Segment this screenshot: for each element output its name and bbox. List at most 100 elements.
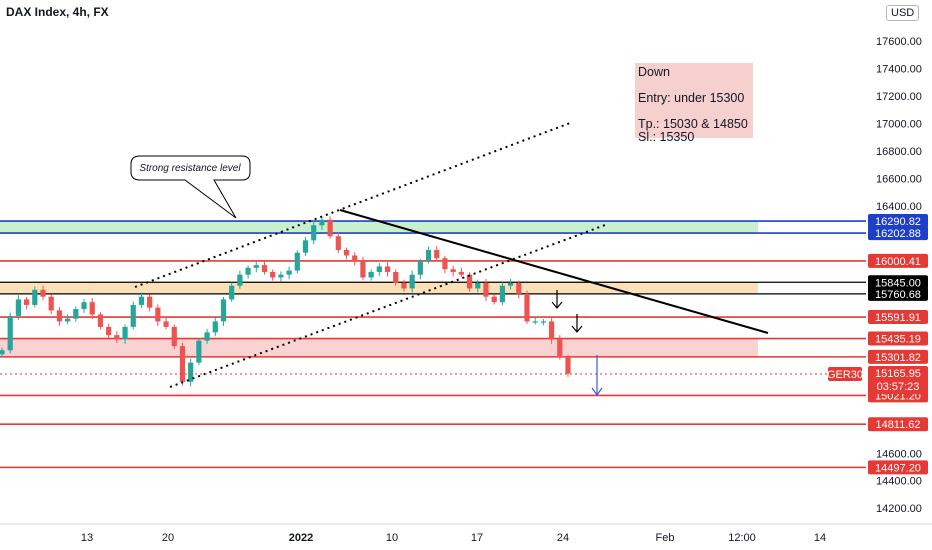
y-tick-label: 14200.00 [876, 503, 922, 515]
callout-text: Strong resistance level [139, 163, 241, 174]
candle [507, 278, 514, 290]
channel-upper-line [134, 122, 571, 288]
callout-bubble: Strong resistance level [130, 155, 251, 219]
channel-lower-line [169, 224, 606, 388]
x-tick-label: 14 [814, 532, 826, 544]
candle [220, 296, 227, 326]
candle [278, 271, 284, 282]
candle [122, 324, 128, 344]
level-label-1: 16202.88 [875, 228, 921, 240]
candle [319, 217, 325, 230]
symbol-tag: GER30 [827, 367, 863, 381]
candle [171, 324, 177, 350]
level-label-bg-0 [868, 214, 928, 229]
candlesticks [0, 216, 571, 387]
note-direction: Down [638, 65, 670, 79]
level-label-bg-3 [868, 275, 928, 290]
candle [352, 252, 358, 266]
candle [376, 263, 382, 276]
level-label-2: 16000.41 [875, 256, 921, 268]
y-tick-label: 16600.00 [876, 174, 922, 186]
down-arrow-icon [551, 290, 563, 309]
candle [270, 269, 276, 281]
note-take-profit: Tp.: 15030 & 14850 [638, 117, 748, 131]
candle [73, 306, 79, 322]
x-tick-label: 17 [471, 532, 483, 544]
candle [155, 304, 161, 326]
candle [458, 267, 464, 278]
y-tick-label: 17000.00 [876, 119, 922, 131]
zone-0 [0, 221, 758, 234]
highlight-zones [0, 221, 758, 357]
candle [540, 318, 546, 326]
candle [237, 270, 243, 289]
x-tick-label: 20 [162, 532, 174, 544]
candle [179, 342, 186, 386]
candle [147, 294, 153, 312]
candle [286, 266, 292, 280]
level-label-bg-4 [868, 286, 928, 301]
time-axis-ticks[interactable]: 13 20 2022 10 17 24 Feb 12:00 14 [81, 532, 826, 544]
y-tick-label: 16400.00 [876, 201, 922, 213]
candle [565, 354, 571, 377]
x-tick-label: Feb [656, 532, 675, 544]
candle [434, 245, 440, 262]
level-label-bg-2 [868, 253, 928, 268]
candle [245, 265, 251, 279]
candle [212, 317, 218, 337]
candle [311, 221, 317, 245]
candle [0, 347, 5, 357]
level-label-4: 15760.68 [875, 289, 921, 301]
candle [261, 260, 268, 275]
x-tick-label: 13 [81, 532, 93, 544]
candle [188, 358, 194, 387]
candle [524, 290, 530, 324]
candle [48, 294, 54, 315]
candle [401, 279, 407, 292]
level-label-bg-1 [868, 226, 928, 241]
candle [302, 237, 309, 256]
trade-note: Down Entry: under 15300 Tp.: 15030 & 148… [635, 63, 753, 144]
candle [450, 265, 456, 277]
candle [499, 282, 505, 306]
candle [106, 323, 112, 339]
candle [327, 216, 333, 239]
bar-countdown: 03:57:23 [877, 381, 920, 393]
x-tick-label: 2022 [289, 532, 313, 544]
price-axis[interactable] [866, 0, 932, 550]
candle [229, 282, 235, 302]
candle [7, 312, 13, 354]
level-label-bg-10 [868, 460, 928, 475]
candle [294, 250, 300, 274]
candle [475, 279, 481, 293]
y-tick-label: 16800.00 [876, 146, 922, 158]
candle [425, 246, 432, 264]
candle [384, 262, 391, 277]
level-label-5: 15591.91 [875, 312, 921, 324]
level-label-bg-6 [868, 331, 928, 346]
x-tick-label: 10 [386, 532, 398, 544]
downtrend-line [339, 209, 769, 334]
candle [360, 256, 366, 280]
candle [114, 331, 120, 344]
candle [335, 232, 341, 254]
candle [417, 258, 423, 280]
candle [393, 269, 399, 286]
y-tick-label: 17600.00 [876, 36, 922, 48]
candle [442, 255, 448, 274]
level-label-10: 14497.20 [875, 462, 921, 474]
candle [196, 338, 202, 366]
currency-button[interactable]: USD [886, 5, 920, 21]
level-label-bg-5 [868, 310, 928, 325]
x-tick-label: 24 [557, 532, 569, 544]
last-price-value: 15165.95 [875, 368, 921, 380]
y-tick-label: 17400.00 [876, 64, 922, 76]
note-stop-loss: Sl.: 15350 [638, 130, 695, 144]
candle [40, 285, 46, 300]
candle [409, 270, 415, 293]
candle [130, 301, 136, 330]
candle [548, 318, 555, 344]
down-arrow-icon [571, 314, 583, 333]
level-label-9: 14811.62 [875, 419, 920, 431]
